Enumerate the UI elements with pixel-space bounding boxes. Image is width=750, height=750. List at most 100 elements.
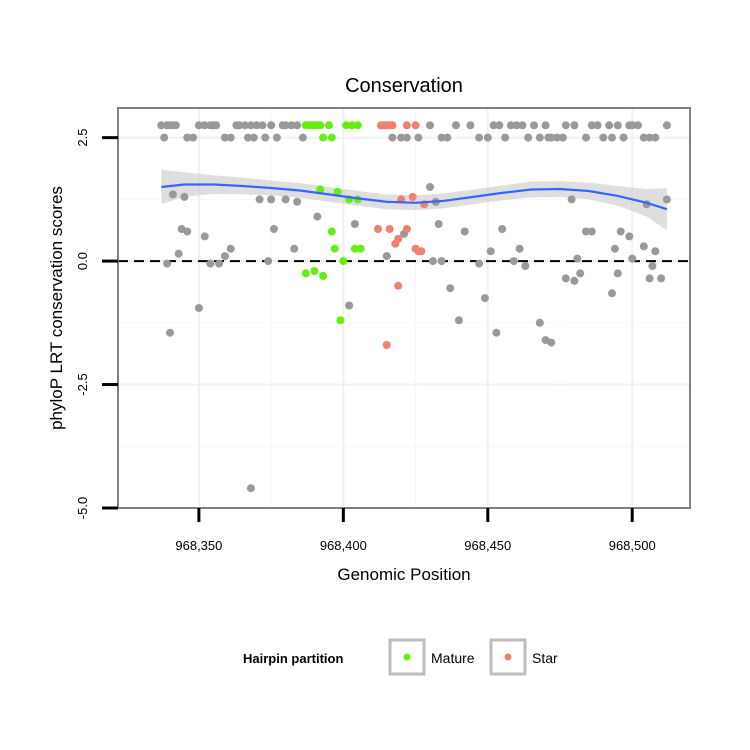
data-point-star xyxy=(408,192,417,201)
data-point-other xyxy=(252,121,261,130)
data-point-other xyxy=(446,284,455,293)
data-point-mature xyxy=(327,227,336,236)
data-point-other xyxy=(657,274,666,283)
data-point-other xyxy=(426,121,434,130)
data-point-other xyxy=(200,232,209,241)
data-point-other xyxy=(350,220,359,228)
data-point-mature xyxy=(350,244,359,253)
x-axis: 968,350 968,400 968,450 968,500 xyxy=(175,508,656,553)
data-point-other xyxy=(610,244,619,253)
data-point-other xyxy=(625,232,634,241)
data-point-other xyxy=(634,121,642,130)
data-point-other xyxy=(267,121,276,130)
data-point-other xyxy=(662,195,671,204)
data-point-other xyxy=(535,318,544,327)
data-point-mature xyxy=(342,121,351,130)
data-point-other xyxy=(587,121,596,130)
y-axis: -5.0 -2.5 0.0 2.5 xyxy=(75,129,118,519)
data-point-star xyxy=(417,247,426,256)
data-point-other xyxy=(576,269,585,278)
data-point-other xyxy=(599,133,608,142)
y-axis-label: phyloP LRT conservation scores xyxy=(47,186,66,430)
data-point-other xyxy=(662,121,671,130)
data-point-other xyxy=(434,220,443,228)
data-point-other xyxy=(492,328,501,337)
data-point-other xyxy=(180,192,189,201)
x-tick-label: 968,450 xyxy=(464,538,511,553)
data-point-other xyxy=(426,183,434,191)
data-point-other xyxy=(608,133,616,142)
x-tick-label: 968,350 xyxy=(175,538,222,553)
data-point-star xyxy=(388,121,397,130)
data-point-other xyxy=(402,133,411,142)
data-point-other xyxy=(645,274,654,283)
data-point-other xyxy=(183,227,192,236)
data-point-other xyxy=(498,225,507,233)
data-point-other xyxy=(495,121,504,130)
data-point-mature xyxy=(333,188,342,196)
data-point-other xyxy=(518,121,527,130)
smooth-trend-line xyxy=(161,183,668,211)
data-point-mature xyxy=(310,267,319,275)
data-point-other xyxy=(547,338,556,347)
data-point-other xyxy=(553,133,562,142)
data-point-mature xyxy=(301,269,310,278)
data-point-other xyxy=(194,121,203,130)
data-point-other xyxy=(267,195,276,204)
data-point-mature xyxy=(348,121,356,130)
data-point-other xyxy=(587,227,596,236)
data-point-other xyxy=(293,197,302,206)
data-point-other xyxy=(570,276,579,285)
data-point-mature xyxy=(330,244,339,253)
data-point-other xyxy=(261,133,270,142)
data-point-other xyxy=(608,289,616,298)
legend: Hairpin partition Mature Star xyxy=(243,638,558,676)
plot-panel xyxy=(118,108,690,508)
data-point-other xyxy=(414,133,423,142)
data-point-other xyxy=(183,133,192,142)
data-point-other xyxy=(235,121,244,130)
data-point-other xyxy=(388,133,397,142)
data-point-other xyxy=(246,121,255,130)
data-point-other xyxy=(475,259,484,268)
data-point-other xyxy=(460,227,469,236)
data-point-star xyxy=(382,341,391,349)
data-point-other xyxy=(168,190,177,199)
data-point-other xyxy=(628,254,637,263)
data-point-mature xyxy=(319,133,328,142)
y-tick-label: 0.0 xyxy=(75,252,90,270)
data-point-other xyxy=(501,133,510,142)
data-point-other xyxy=(506,121,515,130)
data-point-other xyxy=(613,121,622,130)
data-point-other xyxy=(293,121,302,130)
legend-title: Hairpin partition xyxy=(243,651,343,666)
data-point-other xyxy=(645,133,654,142)
data-point-other xyxy=(215,259,224,268)
data-point-other xyxy=(616,227,625,236)
data-point-other xyxy=(244,133,252,142)
data-point-other xyxy=(220,252,229,261)
data-point-star xyxy=(402,225,411,233)
data-point-other xyxy=(475,133,484,142)
data-point-other xyxy=(206,259,215,268)
data-point-other xyxy=(512,121,521,130)
data-point-other xyxy=(535,133,544,142)
data-point-other xyxy=(452,121,460,130)
y-tick-label: 2.5 xyxy=(75,129,90,147)
data-point-other xyxy=(573,254,582,263)
data-point-other xyxy=(241,121,250,130)
data-point-other xyxy=(509,257,518,266)
data-point-other xyxy=(246,484,255,493)
x-axis-label: Genomic Position xyxy=(337,565,470,584)
x-tick-label: 968,400 xyxy=(320,538,367,553)
data-point-mature xyxy=(339,257,348,266)
data-point-other xyxy=(226,133,235,142)
data-point-other xyxy=(582,227,590,236)
data-point-star xyxy=(385,225,394,233)
data-point-other xyxy=(561,121,570,130)
data-point-star xyxy=(411,121,420,130)
data-point-other xyxy=(613,269,622,278)
data-point-other xyxy=(287,121,296,130)
data-point-other xyxy=(486,247,495,256)
